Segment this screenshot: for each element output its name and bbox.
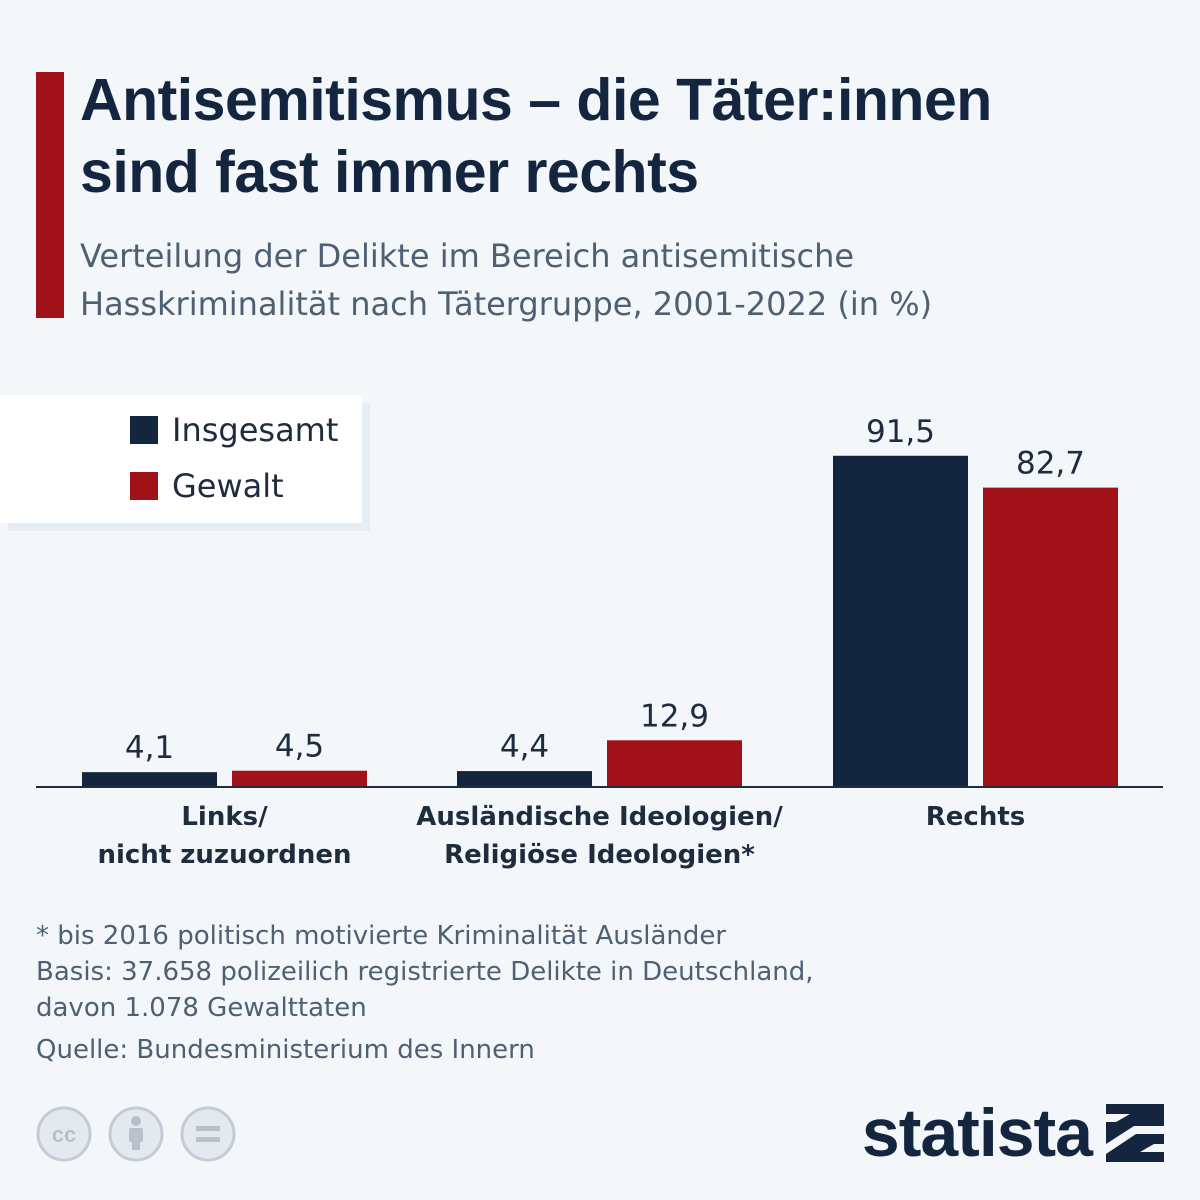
legend-swatch-insgesamt	[130, 416, 158, 444]
legend-item-insgesamt: Insgesamt	[130, 410, 338, 450]
title-line-2: sind fast immer rechts	[80, 139, 699, 205]
data-label-insgesamt-2: 91,5	[866, 414, 935, 450]
legend: Insgesamt Gewalt	[0, 395, 362, 523]
category-label-1-0: Ausländische Ideologien/	[416, 802, 783, 832]
source-note: Quelle: Bundesministerium des Innern	[36, 1035, 535, 1065]
brand-wordmark: statista	[861, 1095, 1093, 1171]
category-label-0-1: nicht zuzuordnen	[97, 840, 351, 870]
page-title: Antisemitismus – die Täter:innen sind fa…	[80, 64, 1180, 208]
no-derivatives-icon[interactable]	[180, 1106, 236, 1162]
data-label-insgesamt-1: 4,4	[500, 729, 549, 765]
footnote-line-1: * bis 2016 politisch motivierte Kriminal…	[36, 921, 727, 951]
footnote-line-3: davon 1.078 Gewalttaten	[36, 993, 367, 1023]
data-label-gewalt-1: 12,9	[640, 698, 709, 734]
bar-gewalt-1	[607, 740, 742, 787]
footnote: * bis 2016 politisch motivierte Kriminal…	[36, 918, 1156, 1026]
bar-insgesamt-2	[833, 455, 968, 787]
attribution-icon[interactable]	[108, 1106, 164, 1162]
bar-gewalt-0	[232, 770, 367, 787]
data-label-gewalt-0: 4,5	[275, 729, 324, 765]
statista-logo-icon	[1106, 1104, 1164, 1162]
svg-text:cc: cc	[52, 1122, 76, 1147]
title-accent-bar	[36, 72, 64, 318]
category-label-2-0: Rechts	[926, 802, 1025, 832]
category-label-0-0: Links/	[181, 802, 268, 832]
subtitle-line-2: Hasskriminalität nach Tätergruppe, 2001-…	[80, 285, 933, 323]
category-label-1-1: Religiöse Ideologien*	[444, 840, 755, 870]
bar-insgesamt-0	[82, 772, 217, 787]
legend-item-gewalt: Gewalt	[130, 466, 284, 506]
title-line-1: Antisemitismus – die Täter:innen	[80, 67, 992, 133]
legend-swatch-gewalt	[130, 472, 158, 500]
bar-insgesamt-1	[457, 771, 592, 787]
subtitle: Verteilung der Delikte im Bereich antise…	[80, 232, 1180, 328]
legend-label-gewalt: Gewalt	[172, 467, 284, 505]
cc-icon[interactable]: cc	[36, 1106, 92, 1162]
statista-logo[interactable]: statista	[862, 1098, 1164, 1168]
bar-chart: 4,1 4,5 Links/nicht zuzuordnen 4,4 12,9 Auslä…	[36, 414, 1163, 870]
data-label-gewalt-2: 82,7	[1016, 446, 1085, 482]
bar-gewalt-2	[983, 487, 1118, 787]
legend-label-insgesamt: Insgesamt	[172, 411, 339, 449]
license-icons: cc	[36, 1106, 236, 1162]
subtitle-line-1: Verteilung der Delikte im Bereich antise…	[80, 237, 855, 275]
footnote-line-2: Basis: 37.658 polizeilich registrierte D…	[36, 957, 814, 987]
data-label-insgesamt-0: 4,1	[125, 730, 174, 766]
